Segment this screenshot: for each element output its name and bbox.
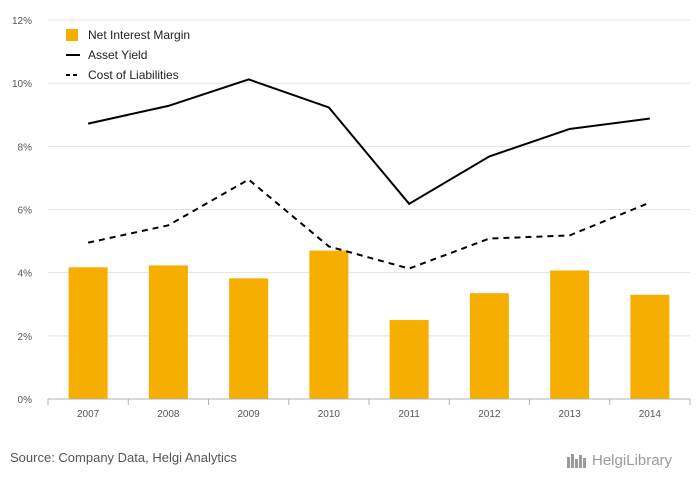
y-tick-label: 4% — [18, 269, 33, 280]
y-tick-label: 12% — [12, 16, 32, 27]
x-tick-label: 2009 — [238, 409, 261, 420]
x-tick-label: 2007 — [77, 409, 100, 420]
source-note: Source: Company Data, Helgi Analytics — [10, 450, 237, 465]
legend-label: Cost of Liabilities — [88, 68, 179, 82]
cost-of-liabilities-line — [87, 178, 651, 270]
legend: Net Interest Margin Asset Yield Cost of Li… — [66, 28, 190, 82]
x-tick-label: 2012 — [478, 409, 501, 420]
bar — [550, 270, 590, 399]
bar — [148, 265, 188, 399]
x-tick-label: 2014 — [639, 409, 662, 420]
y-tick-label: 10% — [12, 79, 32, 90]
x-axis: 2007 2008 2009 2010 2011 2012 2013 2014 — [47, 398, 691, 420]
library-icon — [567, 454, 586, 468]
y-tick-label: 0% — [18, 395, 33, 406]
y-tick-label: 8% — [18, 142, 33, 153]
x-tick-label: 2008 — [157, 409, 180, 420]
bar — [229, 278, 269, 399]
bar — [309, 250, 349, 399]
bar — [68, 267, 108, 399]
y-axis: 0% 2% 4% 6% 8% 10% 12% — [12, 16, 32, 406]
legend-label: Net Interest Margin — [88, 28, 190, 42]
x-tick-label: 2011 — [398, 409, 420, 420]
brand-logo: HelgiLibrary — [566, 448, 696, 472]
asset-yield-line — [87, 78, 651, 206]
line-series — [87, 78, 651, 270]
legend-swatch-bar — [66, 29, 78, 41]
y-tick-label: 2% — [18, 332, 33, 343]
bar — [469, 293, 509, 399]
x-tick-label: 2010 — [318, 409, 341, 420]
bar — [389, 320, 429, 399]
legend-label: Asset Yield — [88, 48, 147, 62]
bar-series — [68, 250, 670, 399]
bar — [630, 294, 670, 399]
logo-text: HelgiLibrary — [592, 451, 673, 469]
x-tick-label: 2013 — [559, 409, 582, 420]
y-tick-label: 6% — [18, 206, 33, 217]
